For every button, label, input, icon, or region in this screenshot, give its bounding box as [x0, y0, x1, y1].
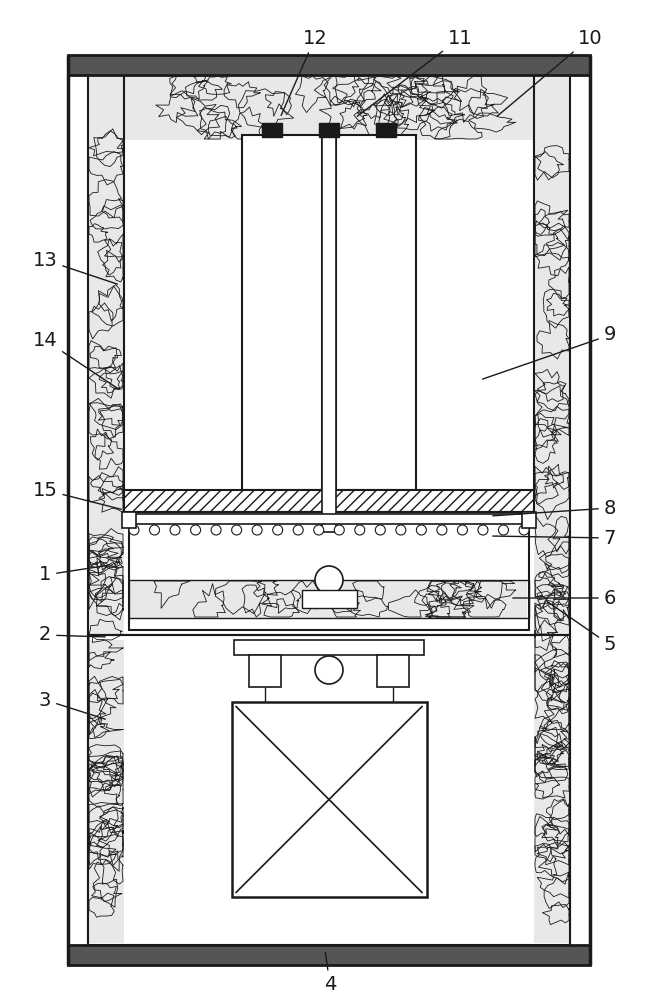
- Text: 8: 8: [493, 498, 616, 518]
- Circle shape: [191, 525, 200, 535]
- Bar: [377, 655, 409, 687]
- Text: 11: 11: [357, 28, 472, 116]
- Circle shape: [478, 525, 488, 535]
- Circle shape: [437, 525, 447, 535]
- Circle shape: [334, 525, 344, 535]
- Circle shape: [170, 525, 180, 535]
- Circle shape: [457, 525, 467, 535]
- Bar: [534, 75, 570, 945]
- Bar: [249, 655, 281, 687]
- Bar: [88, 75, 124, 945]
- Circle shape: [375, 525, 385, 535]
- Text: 6: 6: [512, 588, 616, 607]
- Text: 12: 12: [281, 28, 327, 115]
- Text: 14: 14: [33, 330, 118, 388]
- Circle shape: [355, 525, 365, 535]
- Bar: [242, 135, 322, 490]
- Bar: [88, 635, 570, 945]
- Circle shape: [150, 525, 160, 535]
- Circle shape: [315, 566, 343, 594]
- Circle shape: [499, 525, 509, 535]
- Circle shape: [396, 525, 406, 535]
- Text: 10: 10: [497, 28, 602, 116]
- Text: 9: 9: [483, 326, 616, 379]
- Circle shape: [417, 525, 426, 535]
- Bar: [131, 580, 527, 618]
- Bar: [124, 490, 534, 512]
- Bar: [522, 512, 536, 528]
- Bar: [88, 640, 124, 943]
- Circle shape: [314, 525, 324, 535]
- Bar: [262, 123, 282, 137]
- Bar: [302, 590, 357, 608]
- Text: 15: 15: [33, 481, 122, 509]
- Text: 5: 5: [547, 602, 616, 654]
- Bar: [122, 512, 136, 528]
- Bar: [124, 514, 534, 524]
- Text: 4: 4: [324, 953, 336, 994]
- Bar: [322, 135, 336, 532]
- Text: 2: 2: [39, 626, 105, 645]
- Bar: [88, 512, 124, 635]
- Bar: [68, 55, 590, 75]
- Bar: [124, 75, 534, 140]
- Circle shape: [252, 525, 262, 535]
- Circle shape: [293, 525, 304, 535]
- Bar: [129, 512, 529, 630]
- Bar: [68, 945, 590, 965]
- Text: 3: 3: [39, 690, 105, 719]
- Circle shape: [211, 525, 221, 535]
- Circle shape: [129, 525, 139, 535]
- Circle shape: [315, 656, 343, 684]
- Bar: [336, 135, 416, 490]
- Bar: [534, 512, 570, 635]
- Circle shape: [232, 525, 242, 535]
- Bar: [234, 640, 424, 655]
- Bar: [319, 123, 339, 137]
- Text: 13: 13: [33, 250, 118, 284]
- Bar: [231, 702, 426, 897]
- Text: 1: 1: [39, 565, 107, 584]
- Circle shape: [273, 525, 283, 535]
- Bar: [376, 123, 396, 137]
- Bar: [129, 580, 529, 618]
- Bar: [534, 640, 570, 943]
- Text: 7: 7: [493, 528, 616, 548]
- Circle shape: [519, 525, 529, 535]
